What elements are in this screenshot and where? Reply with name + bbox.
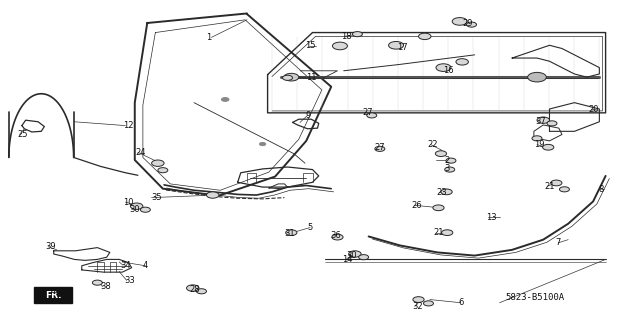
Circle shape: [332, 234, 343, 240]
Text: FR.: FR.: [45, 291, 61, 300]
Circle shape: [436, 151, 447, 156]
Circle shape: [452, 18, 467, 25]
Circle shape: [282, 75, 292, 80]
Text: 3: 3: [445, 164, 450, 173]
Circle shape: [442, 230, 452, 236]
Circle shape: [141, 207, 151, 212]
Text: 40: 40: [51, 287, 61, 296]
Text: 5823-B5100A: 5823-B5100A: [506, 293, 565, 302]
Circle shape: [436, 64, 451, 71]
Text: 31: 31: [284, 229, 294, 238]
Text: 34: 34: [121, 261, 131, 270]
Circle shape: [332, 42, 348, 50]
Circle shape: [424, 301, 434, 306]
Text: 28: 28: [189, 285, 199, 294]
Circle shape: [389, 42, 404, 49]
Circle shape: [466, 22, 476, 27]
Text: 23: 23: [436, 188, 447, 197]
Circle shape: [158, 168, 168, 173]
Circle shape: [445, 167, 454, 172]
Text: 4: 4: [143, 261, 148, 270]
Circle shape: [56, 287, 66, 292]
Text: 12: 12: [123, 121, 133, 130]
Circle shape: [528, 72, 546, 82]
Text: 32: 32: [412, 302, 423, 311]
Text: 7: 7: [556, 238, 561, 247]
Text: 19: 19: [534, 140, 545, 149]
Text: 1: 1: [206, 33, 212, 42]
Text: 21: 21: [434, 228, 444, 237]
Circle shape: [186, 285, 199, 291]
Text: 26: 26: [411, 201, 422, 210]
Circle shape: [551, 180, 562, 186]
Circle shape: [537, 117, 549, 123]
Polygon shape: [34, 287, 72, 303]
Circle shape: [286, 230, 297, 236]
Circle shape: [152, 160, 164, 166]
Text: 6: 6: [458, 298, 464, 307]
Text: 13: 13: [486, 213, 496, 222]
Circle shape: [419, 33, 431, 40]
Circle shape: [375, 146, 385, 151]
Text: 9: 9: [305, 111, 310, 120]
Text: 33: 33: [124, 276, 135, 285]
Text: 20: 20: [588, 105, 599, 114]
Circle shape: [367, 113, 377, 118]
Circle shape: [352, 32, 362, 37]
Circle shape: [542, 144, 554, 150]
Circle shape: [413, 297, 424, 302]
Circle shape: [92, 280, 103, 285]
Circle shape: [284, 73, 299, 81]
Circle shape: [206, 192, 219, 198]
Circle shape: [196, 289, 206, 294]
Text: 27: 27: [375, 143, 386, 152]
Circle shape: [441, 189, 452, 195]
Text: 25: 25: [17, 130, 28, 139]
Text: 37: 37: [536, 116, 546, 126]
Text: 24: 24: [136, 148, 146, 157]
Text: 36: 36: [330, 231, 341, 240]
Text: 21: 21: [544, 182, 555, 191]
Circle shape: [559, 187, 569, 192]
Text: 11: 11: [306, 73, 317, 82]
Circle shape: [532, 136, 542, 141]
Text: 38: 38: [101, 282, 111, 291]
Circle shape: [547, 121, 557, 126]
Text: 16: 16: [444, 66, 454, 75]
Text: 10: 10: [123, 197, 133, 206]
Text: 30: 30: [346, 251, 357, 260]
Text: 22: 22: [428, 140, 438, 149]
Text: 17: 17: [398, 43, 408, 52]
Circle shape: [221, 98, 229, 101]
Text: 29: 29: [462, 19, 472, 28]
Text: 15: 15: [305, 41, 316, 51]
Text: 8: 8: [598, 185, 604, 194]
Text: 5: 5: [308, 223, 312, 232]
Circle shape: [456, 59, 468, 65]
Text: 27: 27: [362, 108, 373, 117]
Text: 35: 35: [152, 193, 162, 202]
Circle shape: [131, 203, 143, 209]
Text: 14: 14: [342, 255, 353, 264]
Circle shape: [359, 255, 369, 260]
Text: 18: 18: [341, 32, 352, 41]
Circle shape: [259, 142, 266, 146]
Circle shape: [446, 158, 456, 163]
Text: 30: 30: [129, 205, 140, 214]
Circle shape: [433, 205, 444, 211]
Text: 39: 39: [46, 242, 56, 251]
Circle shape: [349, 251, 361, 257]
Text: 2: 2: [445, 156, 450, 164]
